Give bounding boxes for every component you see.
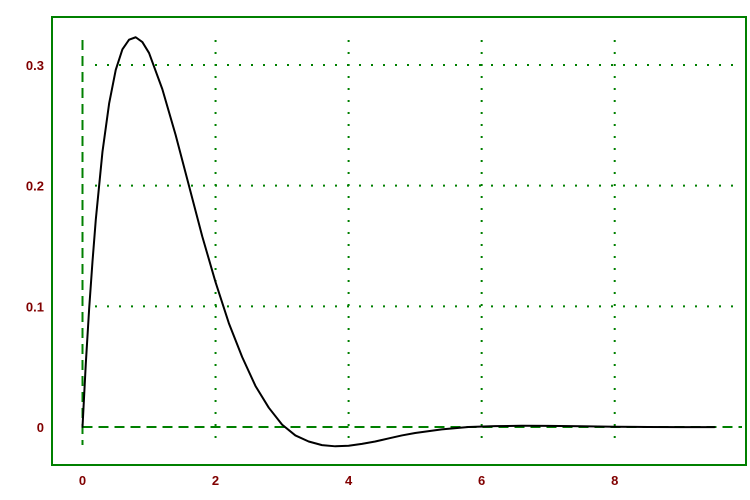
y-tick-labels: 0 0.1 0.2 0.3 (26, 58, 44, 435)
x-tick-label: 2 (212, 473, 219, 488)
plot-frame (51, 16, 747, 466)
grid (95, 40, 742, 445)
y-tick-label: 0.2 (26, 179, 44, 194)
series-layer (81, 36, 716, 448)
y-tick-label: 0 (37, 420, 44, 435)
x-tick-label: 8 (611, 473, 618, 488)
y-tick-label: 0.1 (26, 299, 44, 314)
x-tick-label: 6 (478, 473, 485, 488)
y-tick-label: 0.3 (26, 58, 44, 73)
x-tick-label: 0 (79, 473, 86, 488)
series-line-0 (81, 36, 716, 448)
x-tick-labels: 0 2 4 6 8 (79, 473, 618, 488)
x-tick-label: 4 (345, 473, 353, 488)
